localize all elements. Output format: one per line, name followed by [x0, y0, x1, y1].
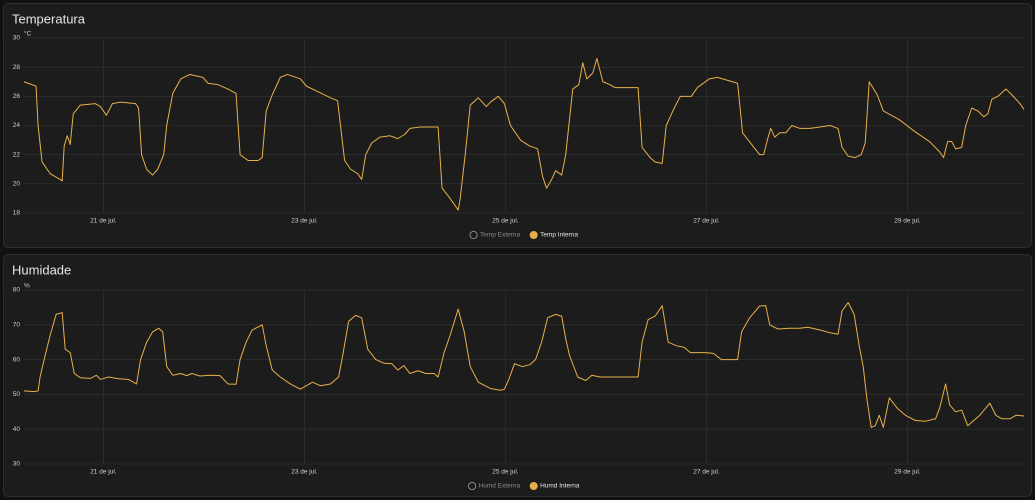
series-line: [23, 57, 1025, 211]
y-tick-label: 24: [13, 122, 21, 129]
y-tick-label: 50: [13, 391, 21, 398]
legend-label[interactable]: Humd Externa: [479, 483, 521, 490]
x-tick-label: 27 de jul.: [693, 218, 720, 225]
legend-swatch[interactable]: [529, 230, 538, 239]
x-tick-label: 25 de jul.: [492, 469, 519, 476]
y-tick-label: 20: [13, 181, 21, 188]
x-tick-label: 21 de jul.: [90, 218, 117, 225]
y-tick-label: 40: [13, 426, 21, 433]
y-tick-label: 26: [13, 93, 21, 100]
y-tick-label: 30: [13, 461, 21, 468]
legend-label[interactable]: Temp Interna: [540, 232, 578, 239]
x-tick-label: 23 de jul.: [291, 469, 318, 476]
legend-label[interactable]: Temp Externa: [480, 232, 520, 239]
y-unit: °C: [24, 30, 32, 38]
y-tick-label: 60: [13, 356, 21, 363]
x-tick-label: 23 de jul.: [291, 218, 318, 225]
y-tick-label: 18: [13, 210, 21, 217]
y-tick-label: 30: [13, 35, 21, 42]
legend-swatch[interactable]: [468, 481, 477, 490]
y-tick-label: 80: [13, 287, 21, 294]
y-tick-label: 22: [13, 151, 21, 158]
card-title: Humidade: [12, 262, 71, 277]
x-tick-label: 29 de jul.: [894, 469, 921, 476]
y-tick-label: 28: [13, 64, 21, 71]
y-unit: %: [24, 283, 30, 290]
x-tick-label: 25 de jul.: [492, 218, 519, 225]
humidity-card: [3, 254, 1032, 497]
legend-swatch[interactable]: [529, 481, 538, 490]
series-line: [23, 302, 1025, 428]
legend-swatch[interactable]: [469, 230, 478, 239]
card-title: Temperatura: [12, 11, 86, 26]
x-tick-label: 21 de jul.: [90, 469, 117, 476]
y-tick-label: 70: [13, 322, 21, 329]
x-tick-label: 29 de jul.: [894, 218, 921, 225]
x-tick-label: 27 de jul.: [693, 469, 720, 476]
legend-label[interactable]: Humd Interna: [540, 483, 580, 490]
